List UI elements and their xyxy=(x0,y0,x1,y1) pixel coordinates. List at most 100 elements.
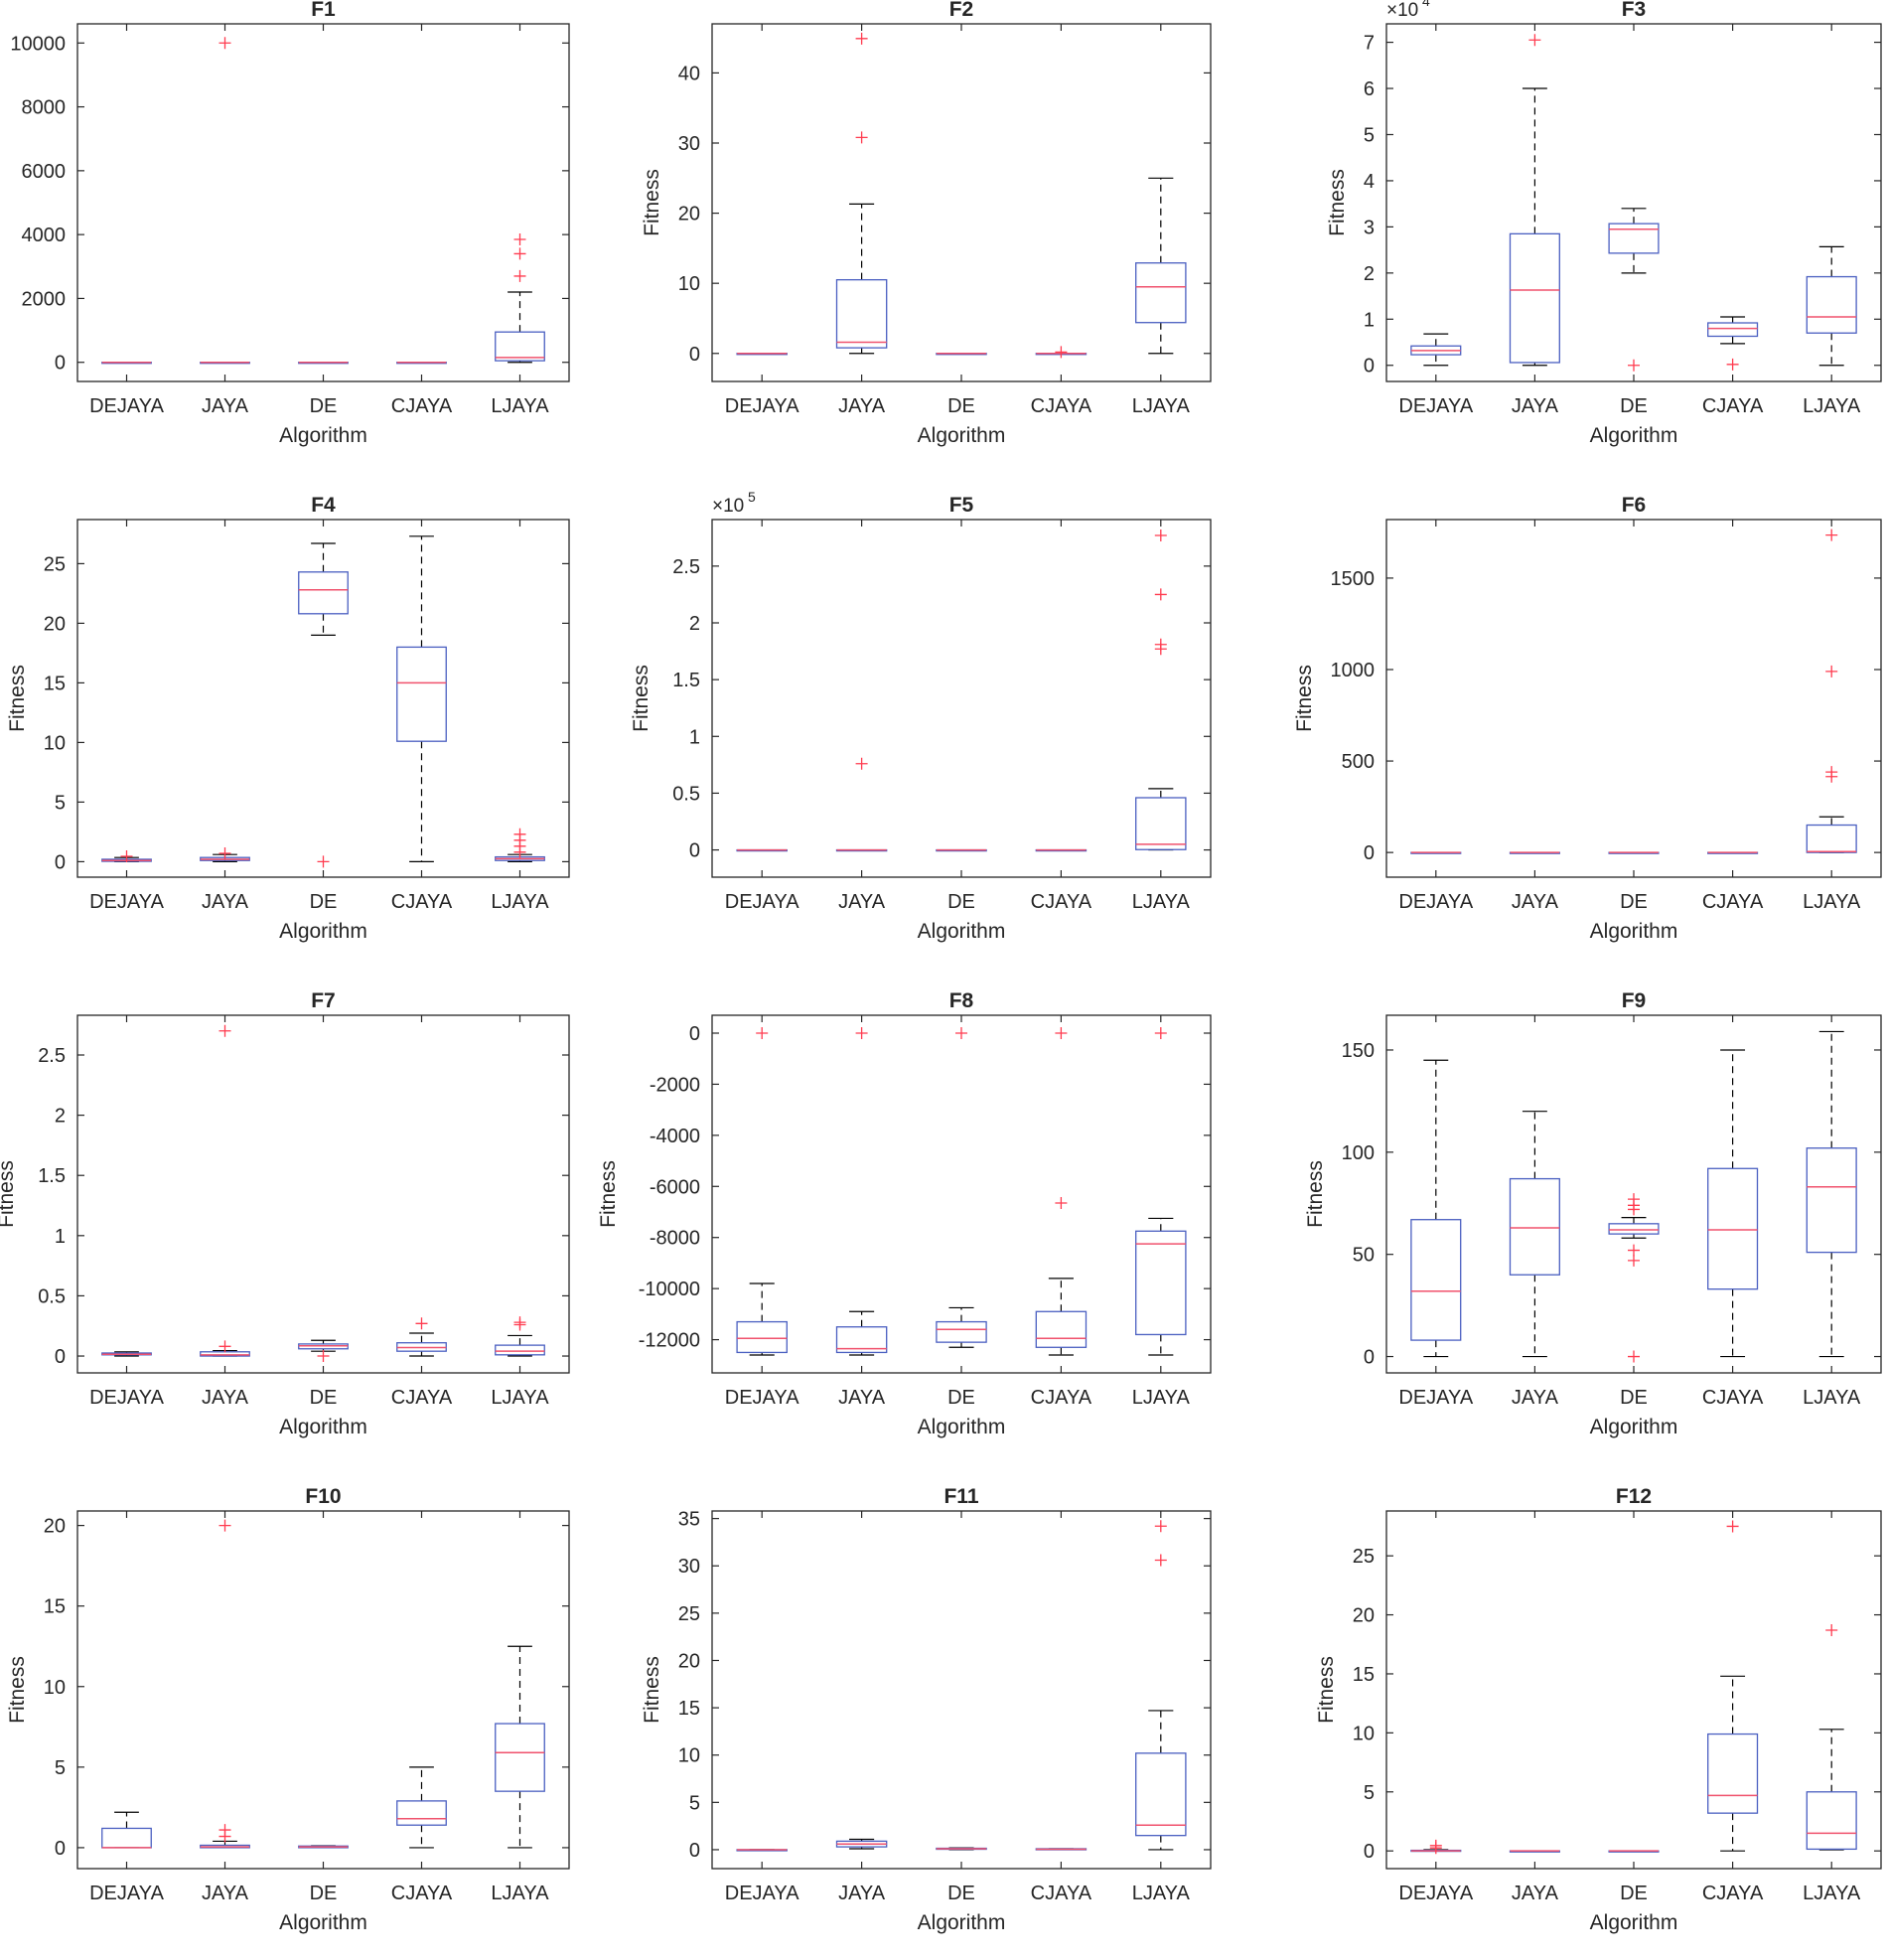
x-tick-label: DE xyxy=(947,891,975,913)
y-tick-label: 1.5 xyxy=(38,1165,66,1187)
outlier-marker xyxy=(1154,1520,1167,1533)
box-jaya xyxy=(200,1519,250,1849)
box-dejaya xyxy=(736,1849,788,1852)
outlier-marker xyxy=(513,269,526,282)
outlier-marker xyxy=(1628,1193,1640,1206)
y-axis-label: Fitness xyxy=(630,665,653,732)
chart-title: F5 xyxy=(949,494,974,517)
subplot-f3: 0 1 2 3 4 5 6 7 DEJAYA JAYA DE CJAYA LJAYA F3 Algorith… xyxy=(1326,0,1882,447)
box-jaya xyxy=(1509,1111,1560,1358)
iqr-box xyxy=(835,1326,888,1354)
y-tick-label: 40 xyxy=(678,63,700,84)
subplot-f8: -12000 -10000 -8000 -6000 -4000 -2000 0 DEJAYA J… xyxy=(597,989,1212,1438)
outlier-marker xyxy=(218,1024,231,1037)
iqr-box xyxy=(1509,232,1560,364)
iqr-box xyxy=(736,1320,788,1354)
subplot-f10: 0 5 10 15 20 DEJAYA JAYA DE CJAYA LJAYA F10 Algorit… xyxy=(6,1485,570,1934)
box-cjaya xyxy=(1035,848,1088,852)
x-tick-label: JAYA xyxy=(202,891,249,913)
x-tick-label: LJAYA xyxy=(1803,395,1861,417)
y-tick-label: 20 xyxy=(678,1650,700,1672)
box-dejaya xyxy=(1410,1839,1462,1855)
axes-frame xyxy=(711,1510,1212,1870)
x-tick-label: JAYA xyxy=(202,1387,249,1409)
box-de xyxy=(1608,208,1660,372)
y-tick-label: 1 xyxy=(689,726,700,748)
y-tick-label: 0.5 xyxy=(672,783,700,805)
outlier-marker xyxy=(218,1340,231,1353)
x-tick-label: JAYA xyxy=(1512,1883,1559,1904)
chart-title: F4 xyxy=(311,494,336,517)
box-ljaya xyxy=(495,828,545,863)
chart-title: F9 xyxy=(1622,989,1647,1012)
x-tick-label: DE xyxy=(947,1387,975,1409)
box-jaya xyxy=(200,1024,250,1357)
box-de xyxy=(936,1847,987,1851)
outlier-marker xyxy=(513,232,526,245)
x-tick-label: CJAYA xyxy=(1702,1387,1764,1409)
x-tick-label: CJAYA xyxy=(391,1387,453,1409)
outlier-marker xyxy=(513,828,526,840)
iqr-box xyxy=(1410,1219,1462,1341)
y-tick-label: 2 xyxy=(689,613,700,635)
box-cjaya xyxy=(1707,1520,1759,1852)
y-tick-label: 35 xyxy=(678,1509,700,1531)
y-tick-label: 100 xyxy=(1342,1142,1375,1164)
outlier-marker xyxy=(1528,34,1541,47)
box-dejaya xyxy=(101,1811,152,1849)
x-tick-label: DE xyxy=(1620,395,1648,417)
x-tick-label: DEJAYA xyxy=(89,395,164,417)
x-axis-label: Algorithm xyxy=(279,1416,367,1438)
x-tick-label: DE xyxy=(310,891,338,913)
x-tick-label: CJAYA xyxy=(1702,395,1764,417)
box-jaya xyxy=(1509,851,1560,854)
outlier-marker xyxy=(1154,529,1167,541)
outlier-marker xyxy=(1055,1197,1068,1209)
y-axis-label: Fitness xyxy=(6,1656,29,1724)
x-tick-label: CJAYA xyxy=(1031,1883,1092,1904)
y-tick-label: 1 xyxy=(1364,309,1375,331)
y-tick-label: 50 xyxy=(1353,1245,1375,1267)
x-axis-label: Algorithm xyxy=(918,1416,1006,1438)
iqr-box xyxy=(495,331,545,362)
y-tick-label: 0 xyxy=(689,344,700,366)
box-cjaya xyxy=(396,361,447,365)
y-tick-label: 0 xyxy=(1364,356,1375,377)
y-tick-label: 2.5 xyxy=(672,556,700,578)
box-dejaya xyxy=(1410,333,1462,367)
y-tick-label: 150 xyxy=(1342,1040,1375,1062)
y-tick-label: 0 xyxy=(1364,1347,1375,1369)
box-cjaya xyxy=(1707,851,1759,854)
iqr-box xyxy=(1135,1230,1187,1336)
x-tick-label: LJAYA xyxy=(491,891,549,913)
x-tick-label: LJAYA xyxy=(1803,1387,1861,1409)
axes-frame xyxy=(76,1510,570,1870)
y-tick-label: 6 xyxy=(1364,78,1375,100)
x-tick-label: JAYA xyxy=(838,1883,886,1904)
axes-frame xyxy=(711,23,1212,382)
x-tick-label: DEJAYA xyxy=(1398,1387,1473,1409)
x-tick-label: JAYA xyxy=(202,395,249,417)
outlier-marker xyxy=(1825,766,1838,779)
box-de xyxy=(1608,1193,1660,1363)
iqr-box xyxy=(1608,1223,1660,1235)
y-tick-label: 2.5 xyxy=(38,1045,66,1067)
y-tick-label: 20 xyxy=(44,1516,66,1538)
x-tick-label: LJAYA xyxy=(491,395,549,417)
y-tick-label: 6000 xyxy=(22,161,67,183)
y-tick-label: 3 xyxy=(1364,217,1375,238)
x-tick-label: LJAYA xyxy=(491,1883,549,1904)
outlier-marker xyxy=(1154,588,1167,601)
y-tick-label: 10 xyxy=(44,1677,66,1699)
x-tick-label: CJAYA xyxy=(1031,891,1092,913)
x-tick-label: JAYA xyxy=(838,891,886,913)
y-tick-label: 1500 xyxy=(1331,568,1376,590)
box-ljaya xyxy=(1806,1624,1857,1851)
x-tick-label: DEJAYA xyxy=(725,1883,799,1904)
y-tick-label: 0 xyxy=(55,851,66,873)
iqr-box xyxy=(1135,797,1187,850)
y-tick-label: -8000 xyxy=(650,1228,700,1250)
box-jaya xyxy=(835,32,888,355)
outlier-marker xyxy=(1726,358,1739,371)
